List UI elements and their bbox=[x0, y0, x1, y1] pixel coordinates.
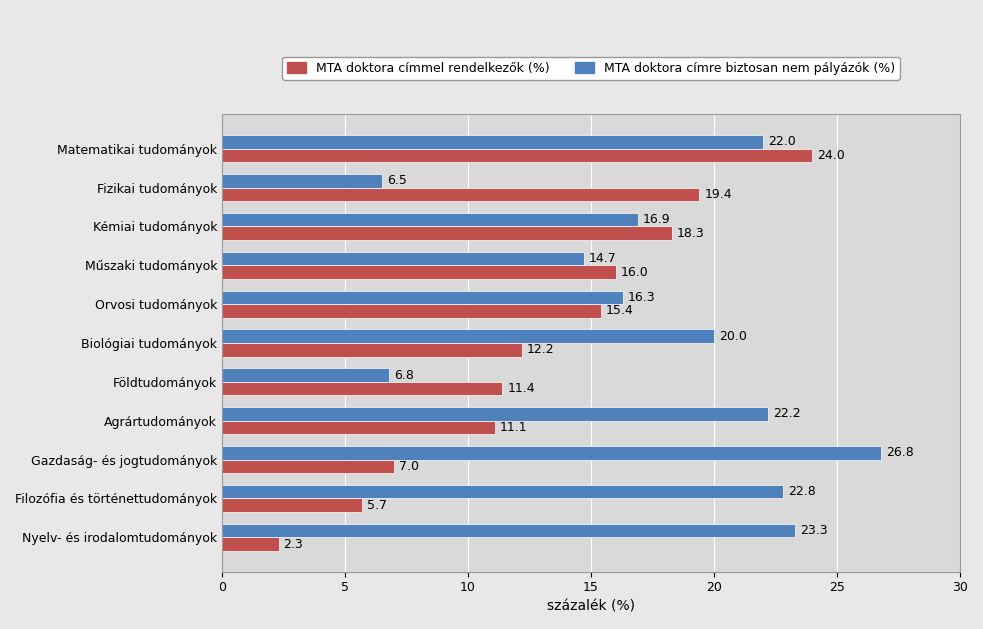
Bar bbox=[222, 213, 638, 226]
Text: 11.4: 11.4 bbox=[507, 382, 535, 395]
Bar bbox=[222, 226, 672, 240]
Text: 23.3: 23.3 bbox=[800, 524, 828, 537]
Bar bbox=[222, 382, 502, 396]
Text: 12.2: 12.2 bbox=[527, 343, 554, 356]
Bar bbox=[222, 343, 522, 357]
Text: 22.0: 22.0 bbox=[768, 135, 796, 148]
Bar bbox=[222, 421, 495, 435]
Text: 15.4: 15.4 bbox=[606, 304, 633, 318]
Bar bbox=[222, 460, 394, 473]
Text: 11.1: 11.1 bbox=[500, 421, 528, 434]
Text: 16.0: 16.0 bbox=[620, 265, 649, 279]
Text: 24.0: 24.0 bbox=[818, 149, 845, 162]
Bar bbox=[222, 537, 278, 551]
Text: 6.5: 6.5 bbox=[387, 174, 407, 187]
Text: 22.8: 22.8 bbox=[787, 485, 816, 498]
X-axis label: százalék (%): százalék (%) bbox=[547, 600, 635, 614]
Text: 19.4: 19.4 bbox=[704, 188, 731, 201]
Bar bbox=[222, 148, 812, 162]
Legend: MTA doktora címmel rendelkezők (%), MTA doktora címre biztosan nem pályázók (%): MTA doktora címmel rendelkezők (%), MTA … bbox=[282, 57, 899, 79]
Bar bbox=[222, 368, 389, 382]
Bar bbox=[222, 446, 882, 460]
Bar bbox=[222, 174, 382, 187]
Text: 6.8: 6.8 bbox=[394, 369, 414, 382]
Text: 20.0: 20.0 bbox=[719, 330, 747, 343]
Bar bbox=[222, 524, 795, 537]
Bar bbox=[222, 187, 699, 201]
Text: 16.3: 16.3 bbox=[628, 291, 656, 304]
Bar bbox=[222, 407, 768, 421]
Bar bbox=[222, 330, 714, 343]
Bar bbox=[222, 291, 623, 304]
Text: 26.8: 26.8 bbox=[887, 447, 914, 459]
Bar bbox=[222, 265, 615, 279]
Bar bbox=[222, 304, 601, 318]
Bar bbox=[222, 485, 782, 498]
Bar bbox=[222, 498, 362, 512]
Bar bbox=[222, 252, 584, 265]
Text: 14.7: 14.7 bbox=[589, 252, 616, 265]
Text: 2.3: 2.3 bbox=[283, 538, 303, 550]
Text: 7.0: 7.0 bbox=[399, 460, 419, 473]
Text: 18.3: 18.3 bbox=[677, 226, 705, 240]
Bar bbox=[222, 135, 763, 148]
Text: 22.2: 22.2 bbox=[773, 408, 801, 420]
Text: 5.7: 5.7 bbox=[367, 499, 387, 512]
Text: 16.9: 16.9 bbox=[643, 213, 670, 226]
